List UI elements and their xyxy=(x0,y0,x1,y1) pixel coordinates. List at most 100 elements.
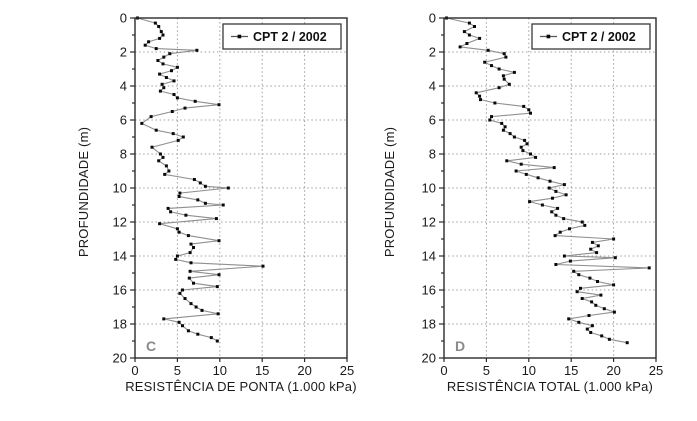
data-point-marker xyxy=(158,72,162,76)
data-point-marker xyxy=(493,101,497,105)
data-point-marker xyxy=(503,125,507,129)
data-point-marker xyxy=(143,43,147,47)
data-point-marker xyxy=(550,210,554,214)
data-point-marker xyxy=(647,266,651,270)
data-point-marker xyxy=(177,195,181,198)
y-tick-label: 0 xyxy=(429,11,436,26)
y-tick-label: 10 xyxy=(113,181,127,196)
data-point-marker xyxy=(524,172,528,176)
data-point-marker xyxy=(519,162,523,166)
y-tick-label: 18 xyxy=(113,317,127,332)
y-axis-title-ponta: PROFUNDIDADE (m) xyxy=(76,127,91,257)
data-point-marker xyxy=(558,230,562,234)
y-tick-label: 16 xyxy=(422,283,436,298)
data-point-marker xyxy=(522,104,526,108)
plot-border-total xyxy=(443,17,657,359)
data-point-marker xyxy=(183,297,187,300)
data-point-marker xyxy=(203,184,207,188)
data-point-marker xyxy=(465,42,469,45)
data-point-marker xyxy=(187,276,191,280)
data-point-marker xyxy=(583,223,587,227)
data-point-marker xyxy=(612,283,616,287)
y-tick-label: 12 xyxy=(422,215,436,230)
x-tick-label: 20 xyxy=(606,363,620,378)
data-point-marker xyxy=(512,70,516,74)
data-point-marker xyxy=(162,86,166,90)
data-point-marker xyxy=(479,98,482,102)
data-point-marker xyxy=(553,234,557,238)
data-point-marker xyxy=(590,300,594,304)
data-point-marker xyxy=(502,52,506,56)
data-point-marker xyxy=(168,52,172,56)
data-point-marker xyxy=(577,273,581,277)
data-point-marker xyxy=(166,206,170,210)
data-point-marker xyxy=(462,30,466,34)
data-point-marker xyxy=(153,21,157,25)
data-point-marker xyxy=(490,64,493,68)
x-tick-label: 25 xyxy=(340,363,354,378)
data-point-marker xyxy=(458,45,462,49)
data-point-marker xyxy=(215,339,219,343)
data-point-marker xyxy=(217,273,221,277)
y-tick-label: 0 xyxy=(120,11,127,26)
chart-total-generated: 0 5 10 15 20 25 0 2 4 6 8 10 12 14 16 18 20 xyxy=(422,11,664,379)
data-point-marker xyxy=(580,297,584,300)
x-tick-label: 25 xyxy=(649,363,663,378)
data-point-marker xyxy=(486,48,490,52)
x-tick-label: 0 xyxy=(131,363,138,378)
y-tick-label: 4 xyxy=(429,79,436,94)
data-point-marker xyxy=(478,36,482,40)
chart-ponta-generated: 0 5 10 15 20 25 0 2 4 6 8 10 12 14 16 18 20 xyxy=(113,11,355,379)
data-point-marker xyxy=(577,320,581,324)
data-point-marker xyxy=(514,169,518,173)
y-axis-title-total: PROFUNDIDADE (m) xyxy=(382,127,397,257)
data-point-marker xyxy=(189,242,193,246)
cpt-series-polyline xyxy=(446,17,650,344)
data-point-marker xyxy=(501,74,505,78)
data-point-marker xyxy=(261,264,265,268)
data-point-marker xyxy=(595,251,599,255)
data-point-marker xyxy=(164,164,168,168)
legend-ponta: CPT 2 / 2002 xyxy=(222,23,342,50)
data-point-marker xyxy=(554,189,558,193)
data-point-marker xyxy=(193,99,197,103)
data-point-marker xyxy=(554,263,558,266)
y-tick-label: 20 xyxy=(422,351,436,366)
data-point-marker xyxy=(547,186,551,190)
data-point-marker xyxy=(575,290,579,294)
data-point-marker xyxy=(478,94,482,98)
data-point-marker xyxy=(217,239,221,243)
data-point-marker xyxy=(589,247,593,251)
legend-label-ponta: CPT 2 / 2002 xyxy=(253,30,327,44)
data-point-marker xyxy=(508,132,512,136)
data-point-marker xyxy=(186,234,190,238)
data-point-marker xyxy=(196,198,200,202)
data-point-marker xyxy=(607,337,611,341)
data-point-marker xyxy=(192,281,195,285)
data-point-marker xyxy=(567,317,571,321)
y-tick-label: 18 xyxy=(422,317,436,332)
legend-point-marker-icon xyxy=(546,34,551,39)
data-point-marker xyxy=(540,203,544,207)
y-tick-label: 20 xyxy=(113,351,127,366)
y-tick-label: 4 xyxy=(120,79,127,94)
data-point-marker xyxy=(181,135,185,139)
legend-total: CPT 2 / 2002 xyxy=(531,23,651,50)
data-point-marker xyxy=(502,77,506,81)
data-point-marker xyxy=(192,178,196,181)
y-tick-label: 12 xyxy=(113,215,127,230)
data-point-marker xyxy=(147,40,151,44)
y-tick-label: 14 xyxy=(113,249,127,264)
data-point-marker xyxy=(490,115,493,119)
data-point-marker xyxy=(170,69,173,73)
data-point-marker xyxy=(171,132,175,136)
data-point-marker xyxy=(194,305,198,309)
data-point-marker xyxy=(157,159,161,163)
data-point-marker xyxy=(497,67,501,71)
data-point-marker xyxy=(172,79,176,83)
data-point-marker xyxy=(221,203,225,207)
x-tick-label: 20 xyxy=(297,363,311,378)
data-point-marker xyxy=(556,206,560,210)
